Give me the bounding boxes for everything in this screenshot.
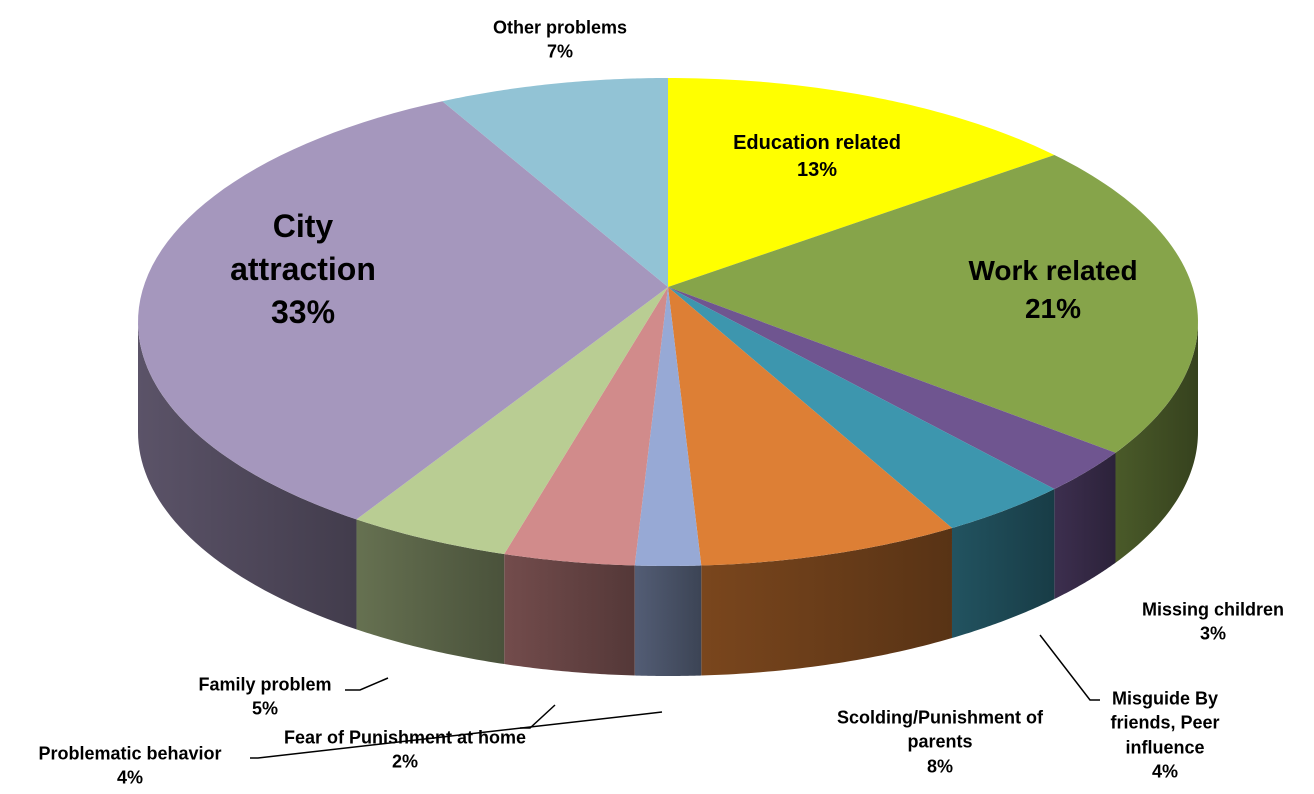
- slice-name: Misguide By friends, Peer influence: [1110, 688, 1220, 757]
- slice-label: Work related 21%: [923, 252, 1183, 328]
- slice-name: Fear of Punishment at home: [283, 727, 527, 748]
- slice: [356, 287, 668, 555]
- slice-value: 2%: [391, 752, 418, 772]
- slice-side: [356, 519, 505, 665]
- slice-side: [504, 554, 635, 676]
- leader-lines: [250, 634, 1100, 759]
- slice-label: Education related 13%: [697, 130, 937, 184]
- slice-label: Family problem 5%: [165, 673, 365, 722]
- slice-name: Scolding/Punishment of parents: [837, 707, 1043, 752]
- slice: [668, 287, 952, 566]
- slice: [634, 287, 702, 566]
- slice-value: 4%: [116, 768, 143, 788]
- slice-name: Work related: [968, 255, 1138, 287]
- slice: [668, 78, 1055, 287]
- slice-label: Other problems 7%: [460, 16, 660, 65]
- slice-side: [701, 528, 952, 676]
- slice-label: Scolding/Punishment of parents 8%: [820, 706, 1060, 779]
- slice-name: Family problem: [198, 674, 332, 695]
- pie-sides: [138, 322, 1198, 676]
- slice-value: 4%: [1151, 761, 1178, 782]
- slice-value: 7%: [546, 42, 573, 62]
- slice-name: City attraction: [230, 208, 376, 288]
- slice-value: 13%: [796, 159, 838, 181]
- slice-name: Education related: [733, 132, 901, 154]
- leader-line: [250, 711, 663, 759]
- slice: [668, 287, 1055, 529]
- slice-value: 3%: [1199, 624, 1226, 644]
- slice: [504, 287, 668, 566]
- pie-tops: [138, 78, 1198, 566]
- slice-name: Problematic behavior: [38, 743, 222, 764]
- slice-label: Problematic behavior 4%: [0, 742, 260, 791]
- slice: [442, 78, 668, 287]
- leader-line: [345, 677, 389, 691]
- slice-value: 21%: [1024, 293, 1082, 324]
- slice-side: [951, 489, 1055, 639]
- slice-value: 33%: [270, 294, 336, 331]
- slice-side: [634, 565, 702, 676]
- slice-label: City attraction 33%: [213, 205, 393, 335]
- slice: [668, 287, 1116, 490]
- slice-side: [1054, 452, 1116, 600]
- slice: [138, 101, 668, 520]
- slice-name: Missing children: [1141, 599, 1285, 620]
- slice-label: Misguide By friends, Peer influence 4%: [1085, 686, 1245, 783]
- slice-label: Missing children 3%: [1113, 598, 1313, 647]
- slice-name: Other problems: [492, 17, 628, 38]
- slice-side: [138, 322, 357, 630]
- slice-side: [1115, 322, 1198, 563]
- leader-line: [1039, 634, 1100, 701]
- slice: [668, 154, 1198, 453]
- slice-value: 5%: [251, 699, 278, 719]
- slice-label: Fear of Punishment at home 2%: [275, 726, 535, 775]
- slice-value: 8%: [926, 756, 953, 777]
